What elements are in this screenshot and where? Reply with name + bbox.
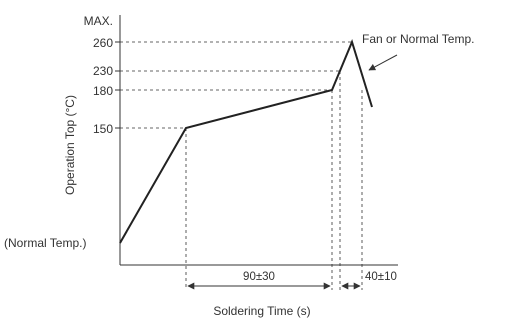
x-axis-title: Soldering Time (s) bbox=[213, 304, 310, 318]
y-label-150: 150 bbox=[93, 122, 113, 136]
y-label-180: 180 bbox=[93, 84, 113, 98]
vertical-guides bbox=[185, 71, 363, 290]
y-label-230: 230 bbox=[93, 64, 113, 78]
horizontal-guides bbox=[120, 41, 352, 129]
temperature-profile-curve bbox=[119, 39, 373, 244]
y-label-260: 260 bbox=[93, 36, 113, 50]
y-axis-title: Operation Top (°C) bbox=[63, 95, 77, 195]
y-label-max: MAX. bbox=[84, 14, 113, 28]
annotation-arrow bbox=[368, 54, 398, 71]
interval-label-preheat: 90±30 bbox=[243, 271, 275, 283]
annotation-fan-or-normal-temp: Fan or Normal Temp. bbox=[362, 32, 474, 46]
y-label-normal-temp: (Normal Temp.) bbox=[4, 236, 86, 250]
y-ticks bbox=[115, 41, 120, 129]
interval-label-peak: 40±10 bbox=[365, 271, 397, 283]
